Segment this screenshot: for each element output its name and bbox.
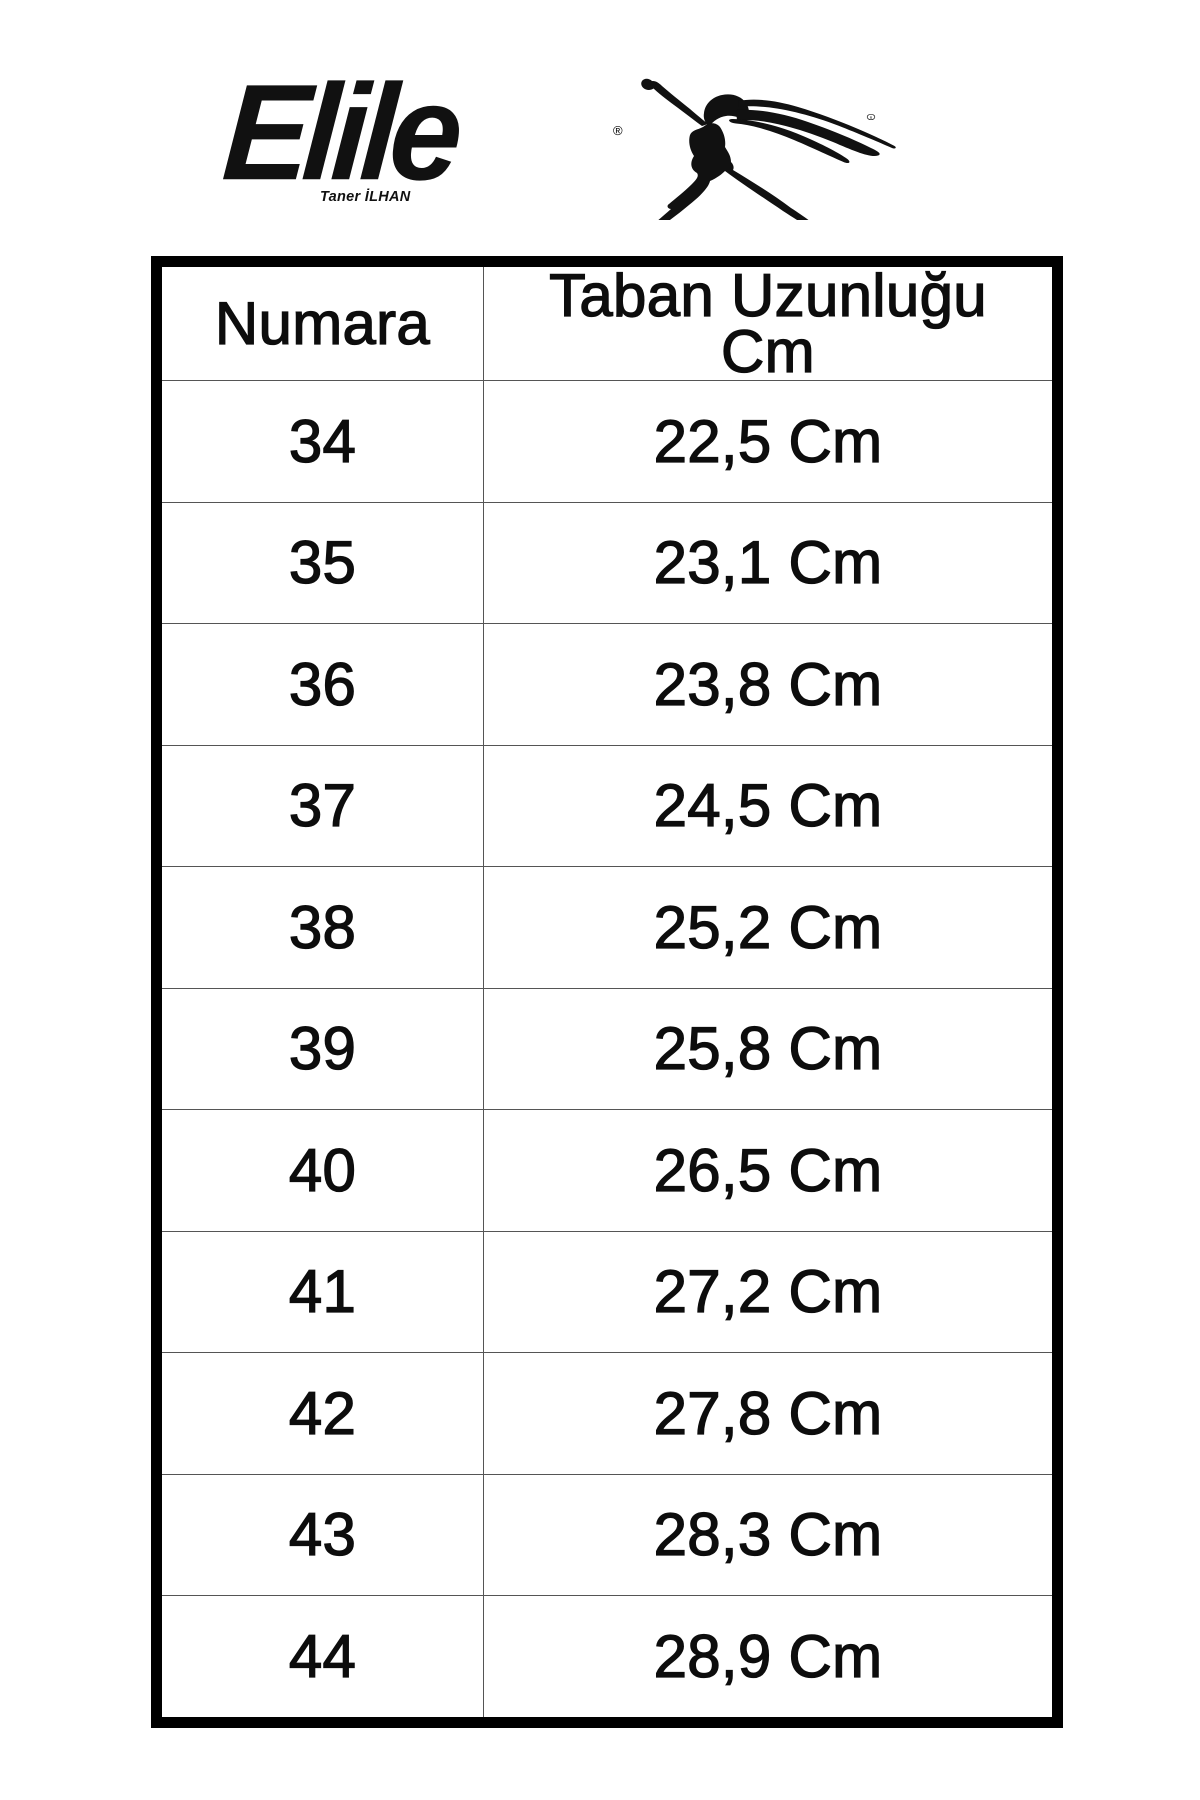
svg-text:R: R bbox=[870, 116, 873, 120]
